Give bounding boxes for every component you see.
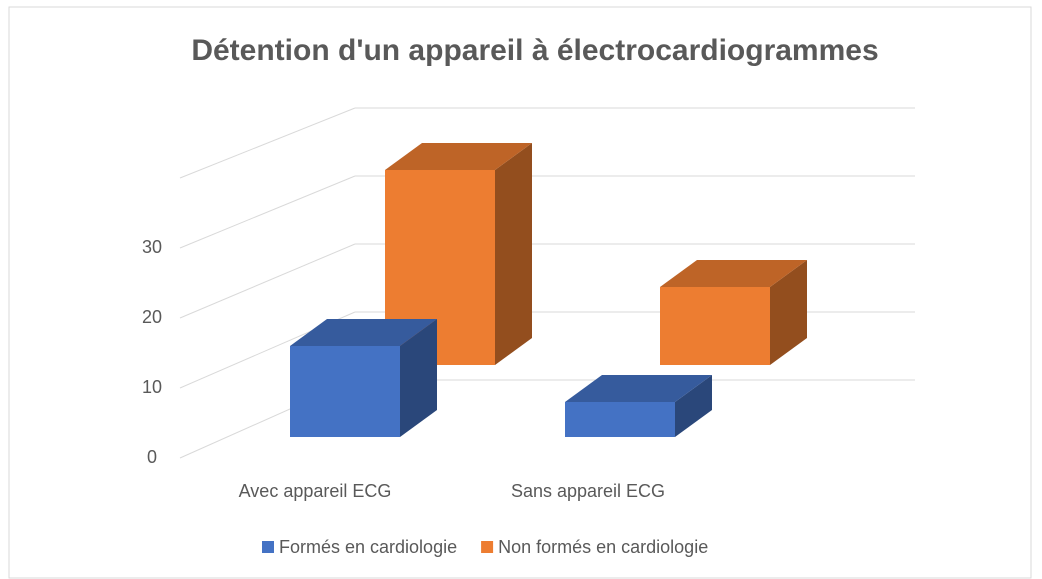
x-tick-label: Sans appareil ECG bbox=[511, 481, 665, 501]
legend-swatch bbox=[262, 541, 274, 553]
bar bbox=[290, 319, 437, 437]
bar bbox=[660, 260, 807, 365]
y-tick-label: 20 bbox=[142, 307, 162, 327]
grid-line bbox=[179, 175, 356, 249]
y-tick-label: 0 bbox=[147, 447, 157, 467]
grid-line bbox=[179, 107, 356, 179]
bar-side bbox=[495, 143, 532, 365]
bar-top bbox=[565, 375, 712, 402]
bar-front bbox=[290, 346, 400, 437]
bar-front bbox=[660, 287, 770, 365]
bar-front bbox=[385, 170, 495, 365]
chart-title: Détention d'un appareil à électrocardiog… bbox=[191, 34, 878, 67]
y-tick-label: 10 bbox=[142, 377, 162, 397]
x-tick-label: Avec appareil ECG bbox=[239, 481, 392, 501]
bar-side bbox=[770, 260, 807, 365]
bar bbox=[385, 143, 532, 365]
bar-top bbox=[290, 319, 437, 346]
legend-label: Non formés en cardiologie bbox=[498, 537, 708, 557]
bar-side bbox=[675, 375, 712, 437]
bar-front bbox=[565, 402, 675, 437]
bar-top bbox=[385, 143, 532, 170]
bar-top bbox=[660, 260, 807, 287]
y-tick-label: 30 bbox=[142, 237, 162, 257]
grid-line bbox=[179, 243, 356, 319]
bar bbox=[565, 375, 712, 437]
legend-label: Formés en cardiologie bbox=[279, 537, 457, 557]
bar-side bbox=[400, 319, 437, 437]
legend-swatch bbox=[481, 541, 494, 553]
